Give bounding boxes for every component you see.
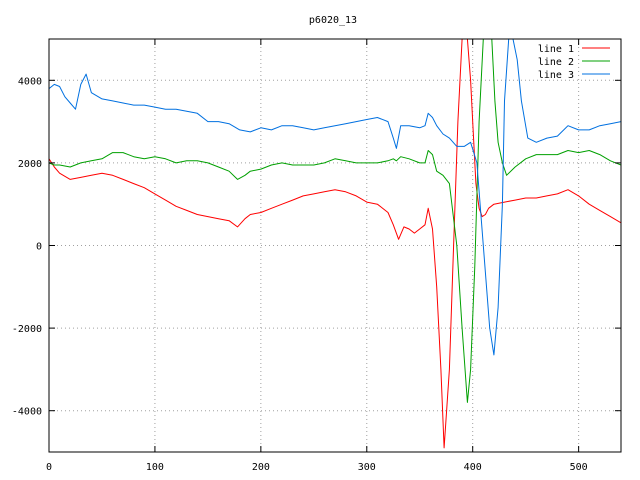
x-tick-label: 100 — [146, 462, 164, 473]
legend-label: line 2 — [538, 57, 574, 68]
grid-lines — [49, 39, 621, 452]
series-layer — [49, 39, 621, 449]
legend-label: line 3 — [538, 70, 574, 81]
x-tick-label: 0 — [46, 462, 52, 473]
series-line-2 — [49, 39, 621, 403]
y-tick-label: 0 — [36, 242, 42, 253]
legend-label: line 1 — [538, 44, 574, 55]
y-tick-label: -4000 — [12, 407, 42, 418]
x-tick-label: 200 — [252, 462, 270, 473]
series-line-3 — [49, 39, 621, 356]
y-tick-label: -2000 — [12, 324, 42, 335]
series-line-1 — [49, 39, 621, 449]
x-tick-label: 300 — [358, 462, 376, 473]
chart-title: p6020_13 — [309, 15, 357, 26]
y-tick-label: 2000 — [18, 159, 42, 170]
plot-frame — [48, 38, 622, 453]
y-tick-label: 4000 — [18, 76, 42, 87]
x-tick-label: 500 — [570, 462, 588, 473]
x-tick-label: 400 — [464, 462, 482, 473]
axis-ticks: 0 100 200 300 400 500 -4000 -2000 0 2000 4000 — [12, 39, 621, 473]
legend: line 1 line 2 line 3 — [538, 44, 610, 81]
